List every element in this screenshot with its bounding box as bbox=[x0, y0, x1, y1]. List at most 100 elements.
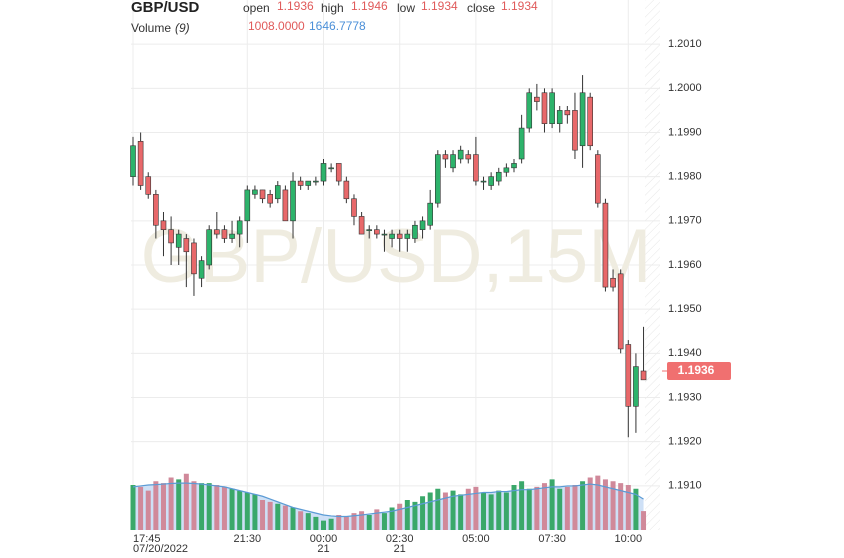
open-value: 1.1936 bbox=[277, 0, 314, 13]
candle-body bbox=[488, 176, 494, 186]
volume-bar bbox=[557, 488, 563, 530]
x-tick-label: 00:00 bbox=[310, 533, 338, 545]
volume-ma-value: 1646.7778 bbox=[309, 19, 366, 33]
volume-bar bbox=[160, 483, 166, 530]
volume-bar bbox=[549, 479, 555, 530]
volume-bar bbox=[267, 501, 273, 530]
candle-body bbox=[541, 92, 548, 124]
volume-bar bbox=[481, 492, 487, 530]
volume-bar bbox=[176, 479, 182, 530]
candle-body bbox=[617, 273, 624, 350]
x-tick-label: 02:30 bbox=[386, 533, 414, 545]
volume-bar bbox=[298, 511, 304, 530]
volume-bar bbox=[138, 486, 144, 530]
volume-bar bbox=[618, 483, 624, 530]
candle-body bbox=[389, 233, 395, 239]
candle-body bbox=[572, 110, 578, 151]
candle-body bbox=[579, 92, 586, 147]
volume-bar bbox=[496, 490, 502, 530]
candle-body bbox=[214, 229, 220, 235]
volume-bar bbox=[572, 485, 578, 530]
candle-body bbox=[229, 233, 235, 239]
volume-bar bbox=[237, 490, 243, 530]
candle-body bbox=[366, 229, 373, 231]
candle-body bbox=[267, 194, 273, 204]
candle-body bbox=[328, 167, 334, 170]
candle-body bbox=[252, 189, 258, 195]
volume-bar bbox=[511, 485, 517, 530]
candle-body bbox=[305, 180, 312, 186]
volume-bar bbox=[595, 475, 601, 530]
y-tick-label: 1.1910 bbox=[668, 480, 702, 492]
candle-body bbox=[290, 180, 296, 222]
volume-bar bbox=[564, 486, 570, 530]
candle-body bbox=[450, 154, 456, 169]
volume-bar bbox=[534, 486, 540, 530]
volume-bar bbox=[282, 505, 288, 530]
volume-bar bbox=[389, 507, 395, 530]
volume-bar bbox=[252, 494, 258, 530]
candle-body bbox=[153, 194, 159, 226]
x-tick-date: 21 bbox=[394, 543, 406, 555]
volume-bar bbox=[305, 513, 311, 530]
candle-body bbox=[640, 370, 647, 381]
x-tick-date: 21 bbox=[317, 543, 329, 555]
candle-body bbox=[221, 229, 228, 239]
chart-title: GBP/USD bbox=[131, 0, 200, 16]
candle-body bbox=[556, 110, 563, 124]
candle-body bbox=[145, 176, 152, 195]
y-tick-label: 1.1970 bbox=[668, 215, 702, 227]
volume-bar bbox=[359, 511, 365, 530]
volume-bar bbox=[313, 516, 319, 530]
high-value: 1.1946 bbox=[351, 0, 388, 13]
volume-bar bbox=[343, 516, 349, 530]
candle-body bbox=[244, 189, 251, 222]
candle-body bbox=[130, 145, 136, 177]
volume-bar bbox=[374, 509, 380, 530]
candle-body bbox=[419, 220, 426, 230]
volume-bar bbox=[366, 515, 372, 530]
y-tick-label: 1.1920 bbox=[668, 436, 702, 448]
volume-bar bbox=[641, 511, 647, 530]
volume-bar bbox=[328, 518, 334, 530]
candle-body bbox=[343, 180, 350, 200]
candle-body bbox=[313, 180, 319, 183]
candle-body bbox=[534, 96, 540, 102]
volume-bar bbox=[427, 492, 433, 530]
low-label: low bbox=[397, 1, 415, 15]
volume-bar bbox=[145, 490, 151, 530]
x-tick-label: 05:00 bbox=[462, 533, 490, 545]
candle-body bbox=[473, 154, 479, 182]
x-tick-label: 10:00 bbox=[615, 533, 643, 545]
volume-period: (9) bbox=[175, 21, 190, 35]
volume-label: Volume bbox=[131, 21, 171, 35]
volume-bar bbox=[488, 494, 494, 530]
grid bbox=[131, 0, 660, 530]
volume-ma-line bbox=[132, 482, 644, 518]
candle-body bbox=[511, 163, 517, 169]
candle-body bbox=[595, 154, 601, 204]
y-tick-label: 1.1980 bbox=[668, 171, 702, 183]
candle-body bbox=[374, 229, 380, 235]
volume-bar bbox=[336, 515, 342, 530]
candle-body bbox=[168, 229, 174, 244]
candle-body bbox=[236, 220, 243, 235]
candle-body bbox=[495, 171, 502, 182]
candle-body bbox=[358, 216, 365, 235]
volume-bar bbox=[153, 481, 159, 530]
close-value: 1.1934 bbox=[501, 0, 538, 13]
x-tick-date: 07/20/2022 bbox=[133, 543, 188, 555]
volume-bar bbox=[602, 479, 608, 530]
volume-bar bbox=[633, 488, 639, 530]
candle-body bbox=[335, 163, 342, 182]
volume-bar bbox=[625, 485, 631, 530]
volume-bar bbox=[526, 488, 532, 530]
volume-bar bbox=[450, 490, 456, 530]
volume-bar bbox=[420, 496, 426, 530]
candle-body bbox=[412, 224, 418, 239]
candle-body bbox=[549, 92, 555, 124]
candle-body bbox=[396, 233, 403, 239]
candle-body bbox=[282, 189, 289, 222]
volume-bar bbox=[412, 501, 418, 530]
volume-bar bbox=[541, 483, 547, 530]
